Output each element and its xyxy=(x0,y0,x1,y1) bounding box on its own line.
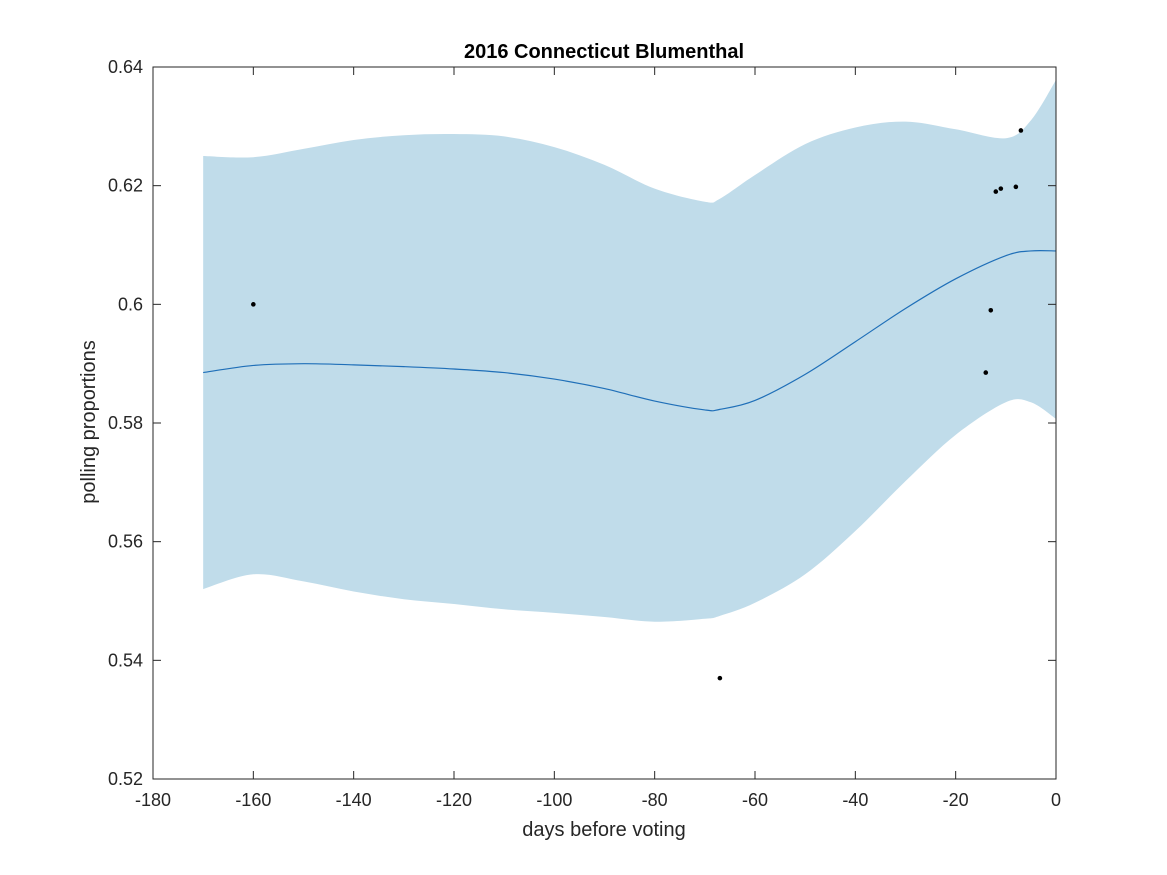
data-point xyxy=(993,189,999,194)
data-point xyxy=(1013,184,1019,190)
y-tick-label: 0.62 xyxy=(108,176,143,196)
data-point xyxy=(988,307,994,313)
data-point xyxy=(1018,128,1024,133)
x-tick-label: -20 xyxy=(943,790,969,810)
x-tick-label: -80 xyxy=(642,790,668,810)
data-point xyxy=(717,675,723,681)
y-tick-label: 0.6 xyxy=(118,294,143,314)
x-tick-label: -60 xyxy=(742,790,768,810)
mean-line xyxy=(203,249,1057,412)
x-axis-title: days before voting xyxy=(522,819,685,841)
x-tick-label: -160 xyxy=(235,790,271,810)
y-axis-title: polling proportions xyxy=(78,340,100,503)
x-tick-label: -40 xyxy=(842,790,868,810)
x-tick-label: -140 xyxy=(336,790,372,810)
plot-area xyxy=(203,80,1057,681)
confidence-band xyxy=(203,80,1057,622)
axis-ticks: -180 -160 -140 -120 -100 -80 -60 -40 -20 0 0.52 0.5… xyxy=(108,57,1061,810)
chart-title: 2016 Connecticut Blumenthal xyxy=(464,41,744,63)
data-point xyxy=(251,302,256,307)
y-tick-label: 0.64 xyxy=(108,57,143,77)
data-point xyxy=(998,186,1004,191)
y-tick-label: 0.58 xyxy=(108,413,143,433)
y-tick-label: 0.54 xyxy=(108,650,143,670)
y-tick-label: 0.52 xyxy=(108,769,143,789)
x-tick-label: -100 xyxy=(536,790,572,810)
x-tick-label: -120 xyxy=(436,790,472,810)
x-tick-label: -180 xyxy=(135,790,171,810)
y-tick-label: 0.56 xyxy=(108,532,143,552)
x-tick-label: 0 xyxy=(1051,790,1061,810)
data-point xyxy=(983,370,989,375)
